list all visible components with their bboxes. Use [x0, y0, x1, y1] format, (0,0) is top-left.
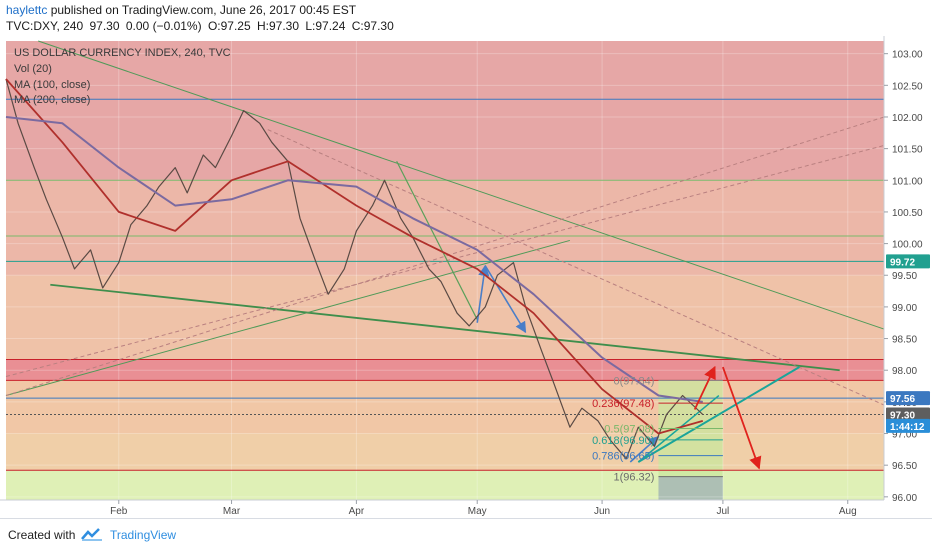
footer-bar: Created with TradingView — [0, 518, 932, 551]
zone-band — [6, 41, 884, 181]
price-tick-label: 96.50 — [892, 461, 917, 472]
chart-legend: US DOLLAR CURRENCY INDEX, 240, TVC Vol (… — [14, 47, 231, 106]
price-tick-label: 98.00 — [892, 366, 917, 377]
chart-title: US DOLLAR CURRENCY INDEX, 240, TVC — [14, 47, 231, 59]
time-tick-label: Jun — [594, 506, 610, 517]
zone-band — [6, 433, 884, 471]
price-chart[interactable]: 0(97.84) 0.236(97.48) 0.5(97.08)0.618(96.9… — [0, 36, 932, 518]
time-tick-label: Aug — [839, 506, 857, 517]
price-axis: 96.0096.5097.0097.5098.0098.5099.0099.50… — [883, 36, 932, 518]
change: 0.00 (−0.01%) — [125, 19, 202, 33]
series-lines — [5, 78, 704, 460]
legend-ma100[interactable]: MA (100, close) — [14, 79, 90, 91]
price-tick-label: 102.00 — [892, 113, 923, 124]
price-badge-label: 97.56 — [890, 394, 915, 405]
support-trendline — [50, 283, 840, 372]
zone-band — [6, 359, 884, 381]
price-tick-label: 100.00 — [892, 240, 923, 251]
price-badge — [886, 407, 930, 422]
price-tick-label: 102.50 — [892, 81, 923, 92]
fib-label: 1(96.32) — [613, 472, 654, 484]
legend-vol[interactable]: Vol (20) — [14, 63, 52, 75]
publish-line: haylettc published on TradingView.com, J… — [6, 3, 356, 17]
time-tick-label: May — [468, 506, 487, 517]
dashed-channel-lower — [5, 144, 885, 378]
price-tick-label: 99.50 — [892, 271, 917, 282]
horizontal-levels — [6, 98, 884, 471]
fib-label: 0.236(97.48) — [592, 398, 654, 410]
fibonacci-levels: 0(97.84) 0.236(97.48) 0.5(97.08)0.618(96.9… — [592, 375, 723, 484]
projection-up-arrow — [693, 365, 716, 410]
ticker: TVC:DXY, 240 — [6, 19, 84, 33]
time-tick-label: Feb — [110, 506, 128, 517]
fib-anchor-line — [396, 161, 478, 320]
price-tick-label: 98.50 — [892, 335, 917, 346]
price-badge — [886, 418, 930, 433]
price-badge-label: 99.72 — [890, 257, 915, 268]
price-tick-label: 103.00 — [892, 50, 923, 61]
published-text: published on TradingView.com, June 26, 2… — [50, 3, 357, 17]
dashed-resistance — [267, 129, 885, 406]
rising-trendline — [5, 239, 570, 397]
price-tick-label: 101.50 — [892, 145, 923, 156]
time-axis-bg — [0, 500, 884, 518]
low: L:97.24 — [305, 19, 346, 33]
ma100-line — [5, 78, 704, 435]
price-badge-label: 97.30 — [890, 411, 915, 422]
ohlc-line: TVC:DXY, 240 97.30 0.00 (−0.01%) O:97.25… — [6, 19, 397, 33]
time-tick-label: Jul — [717, 506, 730, 517]
projection-arrows — [693, 365, 762, 470]
price-badge-label: 1:44:12 — [890, 422, 925, 433]
price-badge — [886, 391, 930, 406]
zone-band — [6, 275, 884, 360]
zone-band — [6, 380, 884, 434]
price-badge — [886, 254, 930, 269]
price-axis-bg — [884, 36, 932, 518]
price-tick-label: 96.00 — [892, 493, 917, 504]
fib-label: 0.5(97.08) — [604, 423, 654, 435]
fib-box-lower — [658, 476, 723, 500]
falling-trendline — [38, 40, 885, 330]
price-tick-label: 101.00 — [892, 176, 923, 187]
legend-ma200[interactable]: MA (200, close) — [14, 94, 90, 106]
author-link[interactable]: haylettc — [6, 3, 48, 17]
fib-label: 0(97.84) — [613, 375, 654, 387]
trendline-drawings — [5, 40, 885, 463]
price-tick-label: 97.00 — [892, 430, 917, 441]
last-price: 97.30 — [89, 19, 120, 33]
teal-support — [637, 366, 800, 463]
fib-label: 0.786(96.65) — [592, 451, 654, 463]
tradingview-brand[interactable]: TradingView — [110, 528, 177, 542]
open: O:97.25 — [207, 19, 251, 33]
zone-backgrounds — [6, 41, 884, 500]
zone-band — [6, 470, 884, 500]
created-with: Created with — [8, 528, 76, 542]
tradingview-logo-icon — [81, 528, 102, 541]
time-tick-label: Apr — [349, 506, 365, 517]
time-tick-label: Mar — [223, 506, 241, 517]
price-tick-label: 99.00 — [892, 303, 917, 314]
fib-label: 0.618(96.90) — [592, 435, 654, 447]
fib-mini-arrow — [629, 435, 660, 463]
close: C:97.30 — [351, 19, 394, 33]
price-line — [5, 78, 704, 460]
price-tick-label: 100.50 — [892, 208, 923, 219]
time-axis: Feb Mar Apr May Jun Jul Aug — [0, 499, 884, 518]
projection-down-arrow — [722, 366, 762, 470]
high: H:97.30 — [256, 19, 300, 33]
fib-down-arrow — [484, 265, 527, 334]
ma200-line — [5, 116, 703, 403]
